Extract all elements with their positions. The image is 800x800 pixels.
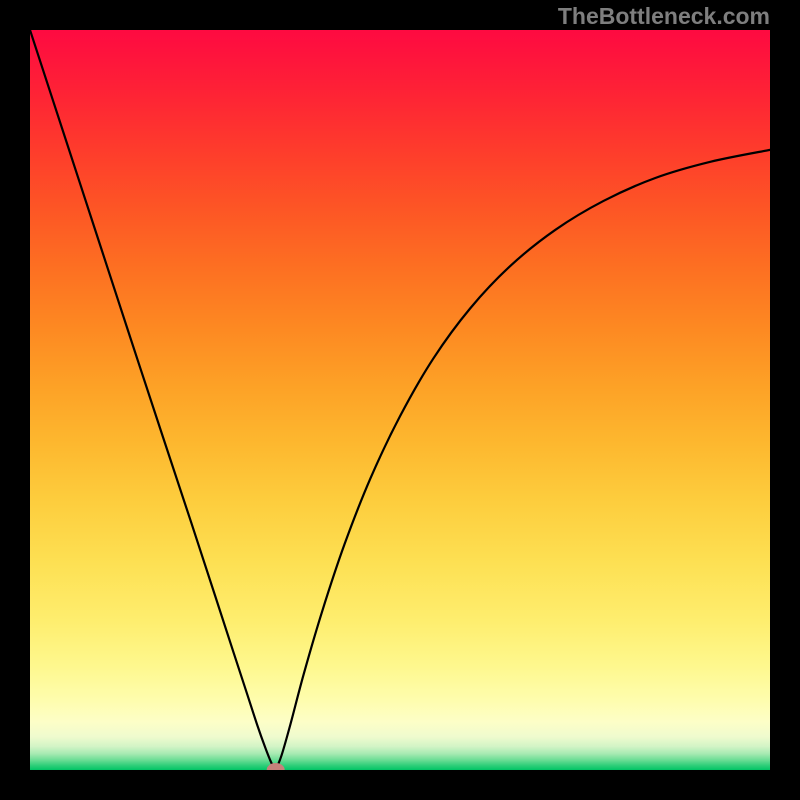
curve-right-branch bbox=[276, 150, 770, 770]
watermark-text: TheBottleneck.com bbox=[558, 3, 770, 30]
curve-left-branch bbox=[30, 30, 276, 770]
valley-marker bbox=[267, 763, 285, 777]
bottleneck-curve bbox=[0, 0, 800, 800]
